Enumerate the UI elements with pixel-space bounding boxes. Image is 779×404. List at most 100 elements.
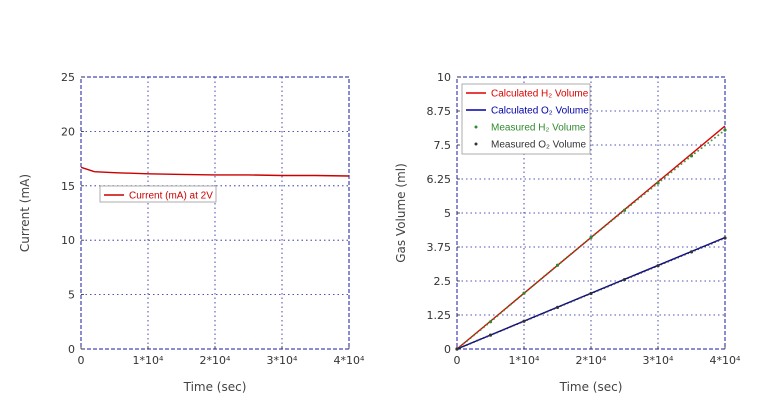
measured-point xyxy=(569,300,572,303)
measured-point xyxy=(626,206,629,209)
x-tick-label: 4*10⁴ xyxy=(334,354,365,367)
measured-point xyxy=(539,313,542,316)
measured-point xyxy=(509,303,512,306)
measured-point xyxy=(486,335,489,338)
x-tick-label: 2*10⁴ xyxy=(576,354,607,367)
measured-point xyxy=(710,242,713,245)
x-tick-label: 0 xyxy=(454,354,461,367)
measured-point xyxy=(479,328,482,331)
measured-point xyxy=(559,304,562,307)
measured-point xyxy=(600,288,603,291)
measured-point xyxy=(620,212,623,214)
measured-point xyxy=(506,306,509,309)
measured-point xyxy=(723,236,727,240)
measured-point xyxy=(700,147,703,150)
measured-point xyxy=(566,302,569,305)
measured-point xyxy=(476,339,479,342)
measured-point xyxy=(579,244,582,247)
measured-point xyxy=(616,214,619,217)
measured-point xyxy=(630,203,633,206)
measured-point xyxy=(703,144,706,147)
measured-point xyxy=(492,332,495,335)
current-chart: 0 1*10⁴ 2*10⁴ 3*10⁴ 4*10⁴ 0 5 10 15 20 25 Time (sec… xyxy=(18,70,366,394)
measured-point xyxy=(563,258,566,261)
measured-point xyxy=(697,248,700,251)
y-tick-label: 10 xyxy=(61,234,75,247)
legend-marker xyxy=(474,142,478,146)
y-tick-label: 5 xyxy=(68,289,75,302)
measured-point xyxy=(667,260,670,263)
measured-point xyxy=(566,255,569,258)
measured-point xyxy=(549,269,552,272)
measured-point xyxy=(579,296,582,299)
y-axis-label: Gas Volume (ml) xyxy=(394,163,408,263)
y-tick-label: 15 xyxy=(61,180,75,193)
measured-point xyxy=(653,266,656,269)
measured-point xyxy=(693,249,696,252)
measured-point xyxy=(573,250,576,253)
gas-volume-chart: 0 1*10⁴ 2*10⁴ 3*10⁴ 4*10⁴ 0 1.25 2.5 3.75 5 6.25 7.… xyxy=(394,70,742,394)
y-tick-label: 0 xyxy=(68,343,75,356)
measured-point xyxy=(663,261,666,264)
measured-point xyxy=(687,252,690,255)
measured-point xyxy=(573,299,576,302)
legend-box xyxy=(461,83,591,155)
measured-point xyxy=(462,345,465,348)
measured-point xyxy=(586,239,589,242)
measured-point xyxy=(555,305,560,309)
measured-point xyxy=(646,190,649,193)
measured-point xyxy=(522,319,526,323)
measured-point xyxy=(603,225,606,228)
y-tick-label: 10 xyxy=(437,71,451,84)
measured-point xyxy=(633,274,636,277)
measured-point xyxy=(663,176,666,179)
measured-point xyxy=(622,208,627,212)
measured-point xyxy=(693,152,696,155)
measured-point xyxy=(589,291,593,296)
x-axis-label: Time (sec) xyxy=(183,380,247,394)
x-tick-label: 3*10⁴ xyxy=(643,354,674,367)
measured-point xyxy=(710,139,713,142)
measured-point xyxy=(707,243,710,246)
measured-point xyxy=(660,263,663,266)
measured-point xyxy=(586,293,589,296)
measured-point xyxy=(643,270,646,273)
measured-point xyxy=(509,325,512,328)
measured-point xyxy=(667,173,670,176)
measured-point xyxy=(472,341,475,344)
measured-point xyxy=(559,261,562,264)
measured-point xyxy=(606,222,609,225)
measured-point xyxy=(555,263,560,267)
measured-point xyxy=(596,289,599,292)
measured-point xyxy=(569,253,572,256)
measured-point xyxy=(496,315,499,318)
measured-point xyxy=(502,328,505,331)
measured-point xyxy=(488,320,493,324)
measured-point xyxy=(643,192,646,195)
measured-point xyxy=(680,163,683,166)
measured-point xyxy=(680,255,683,258)
y-tick-label: 20 xyxy=(61,125,75,138)
y-tick-label: 2.5 xyxy=(434,275,452,288)
series-line xyxy=(80,166,350,177)
measured-point xyxy=(626,277,629,280)
measured-point xyxy=(620,280,623,283)
measured-point xyxy=(482,326,485,329)
y-tick-label: 0 xyxy=(444,343,451,356)
measured-point xyxy=(466,339,469,342)
measured-point xyxy=(502,309,505,312)
measured-point xyxy=(546,310,549,313)
legend-label: Measured O₂ Volume xyxy=(491,140,586,151)
measured-point xyxy=(677,165,680,168)
legend-marker xyxy=(474,125,478,129)
measured-point xyxy=(533,316,536,319)
y-axis-label: Current (mA) xyxy=(18,174,32,252)
x-tick-label: 2*10⁴ xyxy=(200,354,231,367)
measured-point xyxy=(707,141,710,144)
measured-point xyxy=(549,309,552,312)
legend: Calculated H₂ Volume Calculated O₂ Volume… xyxy=(461,83,591,155)
measured-point xyxy=(563,303,566,306)
measured-point xyxy=(472,334,475,337)
measured-point xyxy=(717,134,720,137)
measured-point xyxy=(529,286,532,289)
